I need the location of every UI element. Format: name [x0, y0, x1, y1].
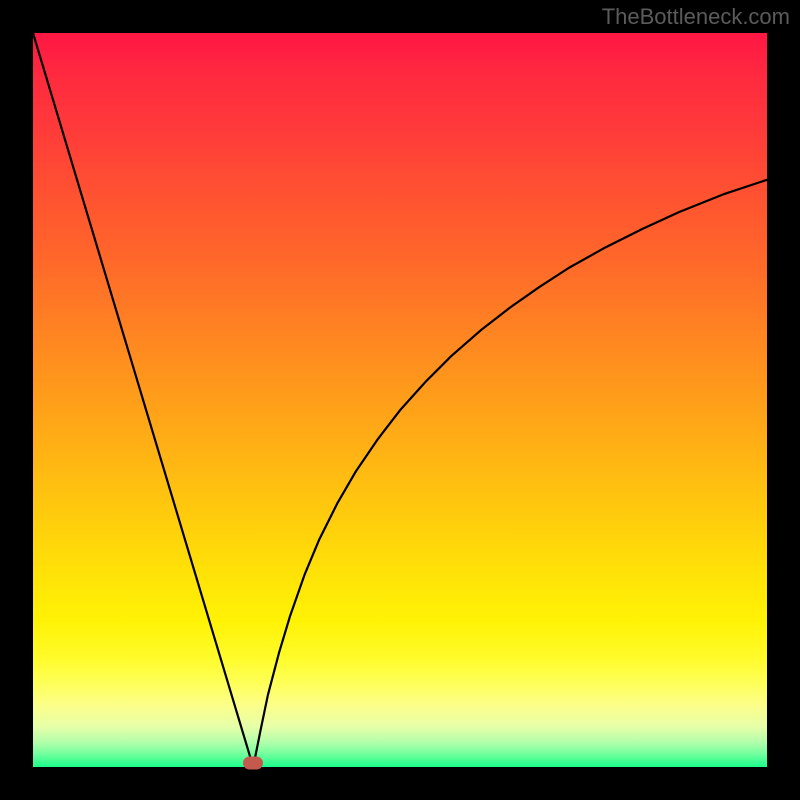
chart-container: { "watermark": { "text": "TheBottleneck.…: [0, 0, 800, 800]
curve-layer: [33, 33, 767, 767]
watermark-text: TheBottleneck.com: [602, 4, 790, 30]
plot-area: [33, 33, 767, 767]
left-curve: [33, 33, 253, 767]
minimum-marker: [243, 756, 263, 769]
right-curve: [253, 180, 767, 767]
